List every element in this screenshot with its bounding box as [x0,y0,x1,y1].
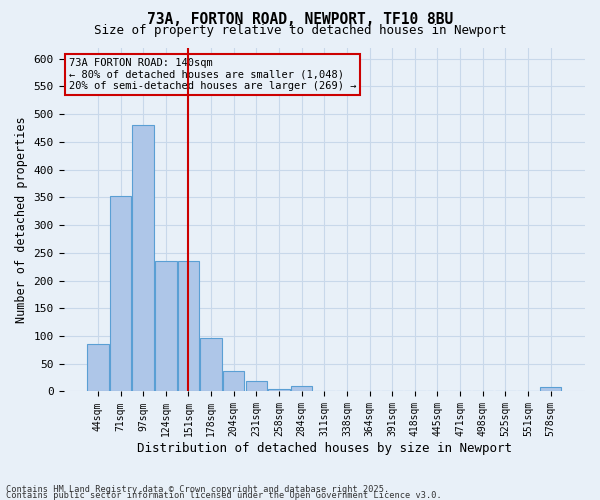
Bar [87,344,109,392]
X-axis label: Distribution of detached houses by size in Newport: Distribution of detached houses by size … [137,442,512,455]
Bar [540,387,561,392]
Bar [245,382,267,392]
Bar [200,338,222,392]
Bar [110,196,131,392]
Bar [155,260,176,392]
Y-axis label: Number of detached properties: Number of detached properties [15,116,28,323]
Text: 73A, FORTON ROAD, NEWPORT, TF10 8BU: 73A, FORTON ROAD, NEWPORT, TF10 8BU [147,12,453,28]
Bar [268,388,290,392]
Text: 73A FORTON ROAD: 140sqm
← 80% of detached houses are smaller (1,048)
20% of semi: 73A FORTON ROAD: 140sqm ← 80% of detache… [69,58,356,91]
Bar [178,260,199,392]
Bar [223,371,244,392]
Bar [133,125,154,392]
Text: Contains public sector information licensed under the Open Government Licence v3: Contains public sector information licen… [6,491,442,500]
Text: Size of property relative to detached houses in Newport: Size of property relative to detached ho… [94,24,506,37]
Bar [291,386,313,392]
Text: Contains HM Land Registry data © Crown copyright and database right 2025.: Contains HM Land Registry data © Crown c… [6,485,389,494]
